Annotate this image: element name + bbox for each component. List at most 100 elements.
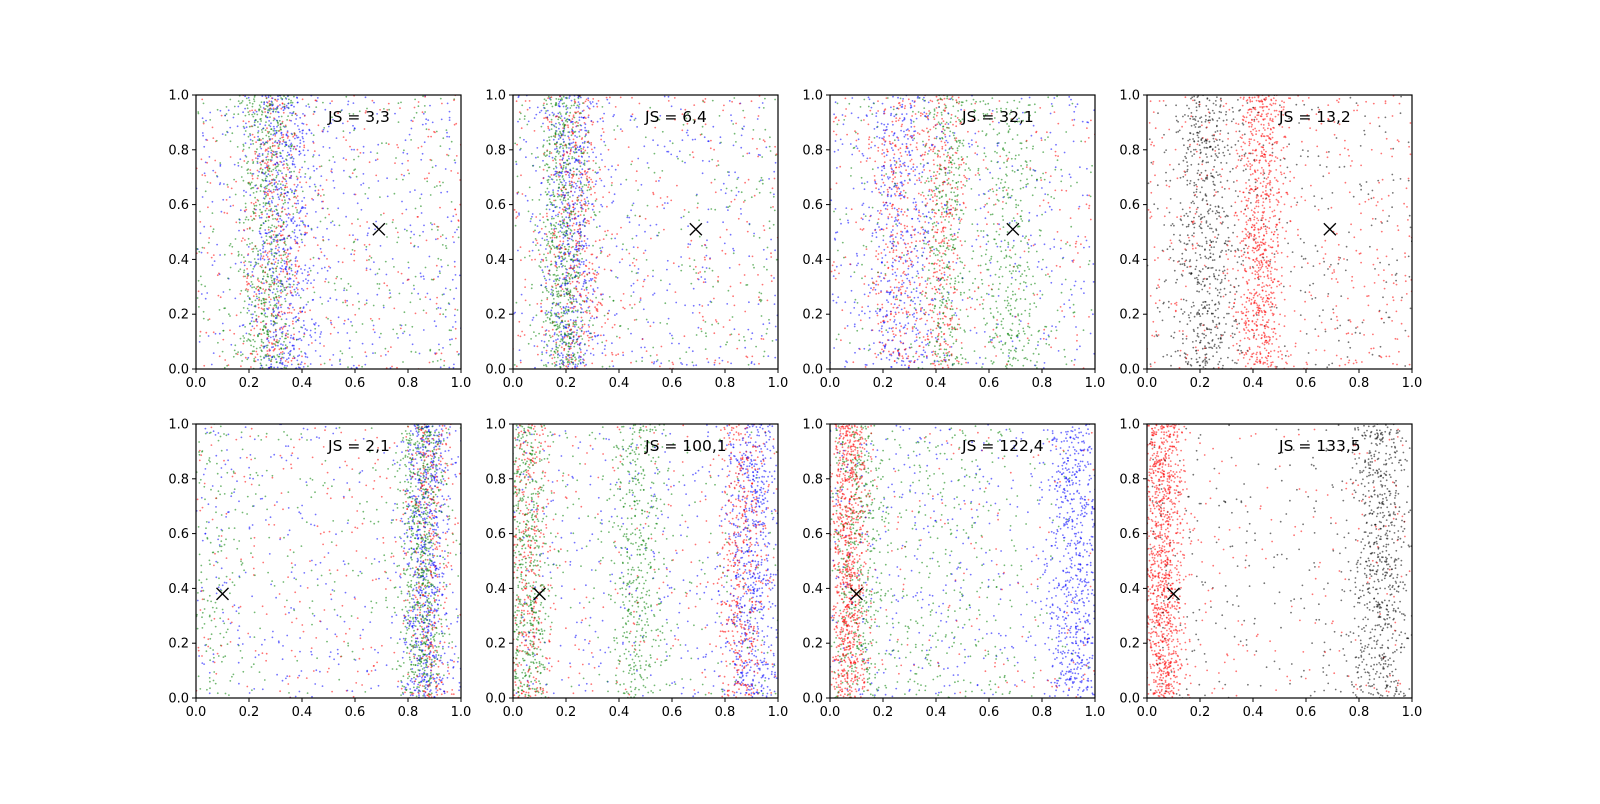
- scatter-point: [573, 346, 575, 348]
- scatter-point: [285, 300, 287, 302]
- scatter-point: [555, 349, 557, 351]
- scatter-point: [269, 175, 271, 177]
- scatter-point: [268, 151, 270, 153]
- scatter-point: [412, 120, 414, 122]
- scatter-point: [259, 204, 261, 206]
- scatter-point: [261, 131, 263, 133]
- scatter-point: [277, 99, 279, 101]
- scatter-point: [680, 228, 682, 230]
- scatter-point: [295, 189, 297, 191]
- scatter-point: [274, 163, 276, 165]
- scatter-point: [567, 107, 569, 109]
- scatter-point: [373, 261, 375, 263]
- scatter-point: [543, 103, 545, 105]
- scatter-point: [363, 146, 365, 148]
- scatter-point: [287, 207, 289, 209]
- scatter-point: [559, 112, 561, 114]
- scatter-point: [285, 333, 287, 335]
- scatter-point: [289, 312, 291, 314]
- scatter-point: [564, 348, 566, 350]
- scatter-point: [712, 286, 714, 288]
- scatter-point: [320, 175, 322, 177]
- scatter-point: [292, 358, 294, 360]
- scatter-point: [392, 221, 394, 223]
- scatter-point: [569, 301, 571, 303]
- scatter-point: [440, 259, 442, 261]
- scatter-point: [558, 280, 560, 282]
- scatter-point: [254, 197, 256, 199]
- scatter-point: [635, 180, 637, 182]
- scatter-point: [277, 122, 279, 124]
- scatter-point: [203, 103, 205, 105]
- scatter-point: [543, 365, 545, 367]
- scatter-point: [258, 110, 260, 112]
- scatter-point: [521, 331, 523, 333]
- scatter-point: [231, 132, 233, 134]
- scatter-point: [329, 297, 331, 299]
- scatter-point: [273, 189, 275, 191]
- scatter-point: [706, 267, 708, 269]
- scatter-point: [530, 338, 532, 340]
- scatter-point: [304, 363, 306, 365]
- scatter-point: [208, 335, 210, 337]
- scatter-point: [252, 230, 254, 232]
- scatter-point: [554, 148, 556, 150]
- scatter-point: [248, 304, 250, 306]
- scatter-point: [611, 233, 613, 235]
- scatter-point: [573, 270, 575, 272]
- scatter-point: [555, 126, 557, 128]
- scatter-point: [571, 105, 573, 107]
- scatter-point: [270, 286, 272, 288]
- scatter-point: [339, 225, 341, 227]
- scatter-point: [715, 191, 717, 193]
- scatter-point: [226, 120, 228, 122]
- scatter-point: [604, 231, 606, 233]
- scatter-point: [251, 304, 253, 306]
- scatter-point: [266, 364, 268, 366]
- scatter-point: [369, 255, 371, 257]
- scatter-point: [257, 200, 259, 202]
- scatter-point: [229, 127, 231, 129]
- scatter-point: [557, 350, 559, 352]
- scatter-point: [268, 216, 270, 218]
- scatter-point: [569, 183, 571, 185]
- scatter-point: [711, 159, 713, 161]
- scatter-point: [631, 307, 633, 309]
- scatter-point: [257, 279, 259, 281]
- scatter-point: [539, 254, 541, 256]
- scatter-point: [276, 189, 278, 191]
- scatter-point: [375, 274, 377, 276]
- scatter-point: [271, 313, 273, 315]
- scatter-point: [300, 176, 302, 178]
- scatter-point: [566, 121, 568, 123]
- scatter-point: [318, 124, 320, 126]
- scatter-point: [613, 129, 615, 131]
- scatter-point: [660, 280, 662, 282]
- scatter-point: [253, 203, 255, 205]
- scatter-point: [429, 349, 431, 351]
- scatter-point: [636, 319, 638, 321]
- scatter-point: [726, 341, 728, 343]
- scatter-point: [453, 364, 455, 366]
- scatter-point: [431, 229, 433, 231]
- scatter-point: [536, 240, 538, 242]
- scatter-point: [437, 238, 439, 240]
- scatter-point: [301, 339, 303, 341]
- scatter-point: [409, 334, 411, 336]
- scatter-point: [584, 170, 586, 172]
- scatter-point: [608, 310, 610, 312]
- scatter-point: [353, 102, 355, 104]
- scatter-point: [556, 167, 558, 169]
- scatter-point: [775, 326, 777, 328]
- scatter-point: [284, 289, 286, 291]
- scatter-point: [540, 261, 542, 263]
- scatter-point: [199, 221, 201, 223]
- scatter-point: [684, 209, 686, 211]
- scatter-point: [217, 342, 219, 344]
- scatter-point: [284, 241, 286, 243]
- scatter-point: [534, 230, 536, 232]
- scatter-point: [287, 169, 289, 171]
- scatter-point: [256, 114, 258, 116]
- scatter-point: [414, 189, 416, 191]
- scatter-point: [250, 340, 252, 342]
